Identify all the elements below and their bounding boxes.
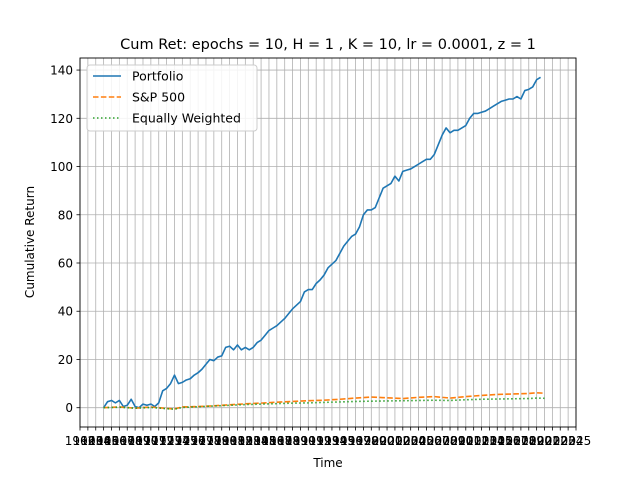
x-tick-label: 1997	[340, 434, 371, 448]
x-tick-label: 1964	[80, 434, 111, 448]
series-line-portfolio	[102, 76, 541, 409]
legend-label-portfolio: Portfolio	[132, 69, 183, 84]
x-tick-label: 1978	[191, 434, 222, 448]
x-tick-label: 2002	[380, 434, 411, 448]
x-tick-label: 2006	[411, 434, 442, 448]
plot-area-frame	[79, 57, 577, 428]
x-tick-label: 2022	[537, 434, 568, 448]
x-tick-label: 2011	[451, 434, 482, 448]
x-axis-ticks: 1962196319641965196619671968196919701971…	[65, 427, 592, 448]
x-tick-label: 1981	[214, 434, 245, 448]
x-tick-label: 1985	[246, 434, 277, 448]
y-tick-label: 80	[58, 208, 73, 222]
x-tick-label: 2014	[474, 434, 505, 448]
x-tick-label: 1992	[301, 434, 332, 448]
x-tick-label: 1986	[254, 434, 285, 448]
legend-box	[86, 64, 258, 132]
y-tick-label: 40	[58, 305, 73, 319]
x-tick-label: 1995	[325, 434, 356, 448]
y-tick-label: 120	[50, 112, 73, 126]
chart-title: Cum Ret: epochs = 10, H = 1 , K = 10, lr…	[120, 37, 536, 53]
x-tick-label: 1979	[199, 434, 230, 448]
x-tick-label: 2003	[388, 434, 419, 448]
x-tick-label: 1996	[332, 434, 363, 448]
x-tick-label: 1972	[143, 434, 174, 448]
x-tick-label: 2016	[490, 434, 521, 448]
x-tick-label: 2017	[498, 434, 529, 448]
legend-label-equally-weighted: Equally Weighted	[132, 111, 241, 126]
x-tick-label: 1970	[128, 434, 159, 448]
x-tick-label: 1991	[293, 434, 324, 448]
x-tick-label: 2001	[372, 434, 403, 448]
x-tick-label: 1999	[356, 434, 387, 448]
x-tick-label: 1998	[348, 434, 379, 448]
x-tick-label: 1987	[262, 434, 293, 448]
x-tick-label: 2015	[482, 434, 513, 448]
y-tick-label: 140	[50, 64, 73, 78]
x-tick-label: 1983	[230, 434, 261, 448]
series-line-equally-weighted	[103, 397, 545, 410]
x-tick-label: 2010	[443, 434, 474, 448]
x-tick-label: 1980	[206, 434, 237, 448]
x-tick-label: 1974	[159, 434, 190, 448]
x-tick-label: 2012	[458, 434, 489, 448]
x-tick-label: 1966	[96, 434, 127, 448]
x-tick-label: 1984	[238, 434, 269, 448]
x-tick-label: 1988	[269, 434, 300, 448]
x-tick-label: 2007	[419, 434, 450, 448]
x-tick-label: 1989	[277, 434, 308, 448]
x-tick-label: 1990	[285, 434, 316, 448]
x-tick-label: 1968	[112, 434, 143, 448]
legend: Portfolio S&P 500 Equally Weighted	[86, 64, 258, 132]
legend-label-sp500: S&P 500	[132, 90, 185, 105]
x-axis-label: Time	[312, 456, 342, 470]
x-tick-label: 1969	[120, 434, 151, 448]
y-axis-label: Cumulative Return	[23, 186, 37, 298]
x-tick-label: 2000	[364, 434, 395, 448]
x-tick-label: 1965	[88, 434, 119, 448]
y-tick-label: 20	[58, 353, 73, 367]
x-tick-label: 1962	[65, 434, 96, 448]
x-tick-label: 2009	[435, 434, 466, 448]
x-tick-label: 1982	[222, 434, 253, 448]
y-tick-label: 0	[65, 401, 73, 415]
x-tick-label: 2005	[403, 434, 434, 448]
x-tick-label: 1973	[151, 434, 182, 448]
x-tick-label: 2019	[513, 434, 544, 448]
plot-series	[102, 76, 545, 410]
x-tick-label: 2024	[553, 434, 584, 448]
x-tick-label: 2025	[561, 434, 592, 448]
x-tick-label: 2021	[529, 434, 560, 448]
y-axis-ticks: 0 20 40 60 80 100 120 140	[50, 64, 80, 415]
x-tick-label: 1993	[309, 434, 340, 448]
x-tick-label: 1967	[104, 434, 135, 448]
x-tick-label: 1963	[73, 434, 104, 448]
y-tick-label: 60	[58, 257, 73, 271]
x-tick-label: 1971	[136, 434, 167, 448]
x-tick-label: 2023	[545, 434, 576, 448]
x-tick-label: 2018	[506, 434, 537, 448]
y-tick-label: 100	[50, 160, 73, 174]
x-tick-label: 1994	[317, 434, 348, 448]
x-tick-label: 1975	[167, 434, 198, 448]
x-tick-label: 2013	[466, 434, 497, 448]
x-tick-label: 1976	[175, 434, 206, 448]
x-tick-label: 2004	[395, 434, 426, 448]
x-tick-label: 2020	[521, 434, 552, 448]
x-tick-label: 2008	[427, 434, 458, 448]
x-tick-label: 1977	[183, 434, 214, 448]
